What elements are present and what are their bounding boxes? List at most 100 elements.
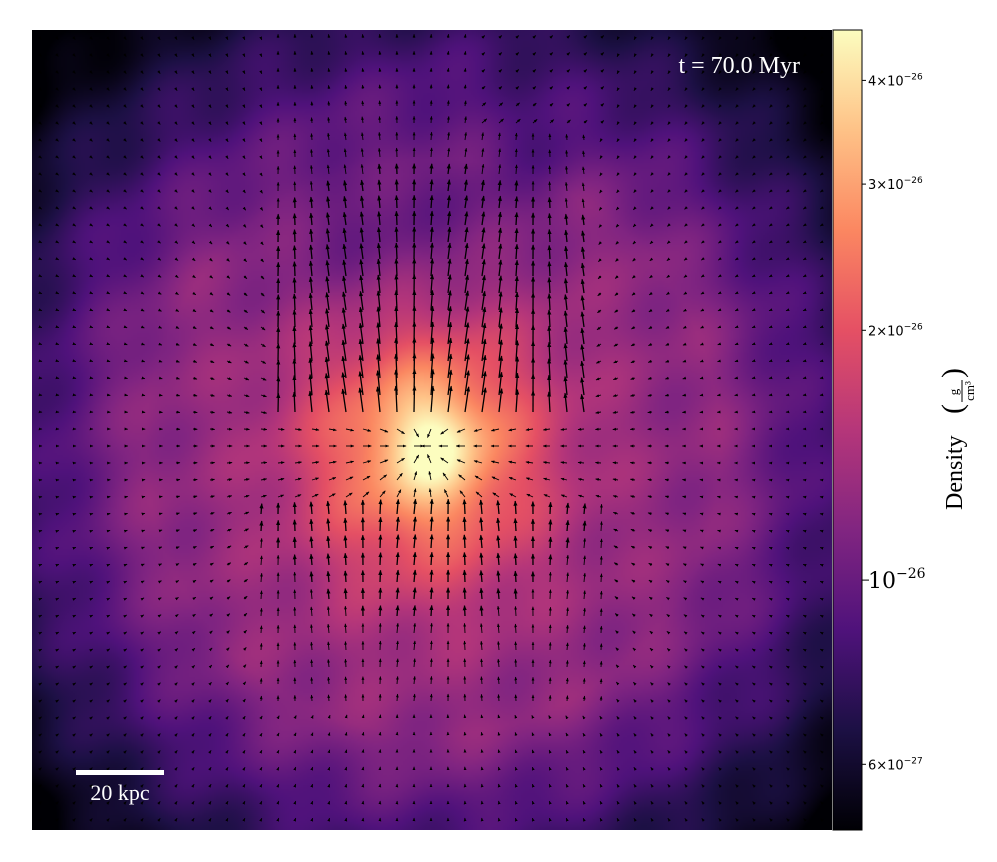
velocity-arrow [192,562,197,567]
velocity-arrow [343,148,347,158]
velocity-arrow [379,459,389,464]
velocity-arrow [226,377,232,381]
velocity-arrow [72,631,77,635]
velocity-arrow [140,767,144,771]
velocity-arrow [548,519,553,532]
velocity-arrow [259,36,263,41]
velocity-arrow [481,85,486,90]
velocity-arrow [481,69,486,73]
velocity-arrow [345,476,354,481]
velocity-arrow [140,172,144,176]
velocity-arrow [701,699,705,703]
velocity-arrow [682,529,687,533]
velocity-arrow [752,53,756,57]
velocity-arrow [769,801,773,805]
velocity-arrow [802,257,807,261]
velocity-arrow [123,206,127,210]
velocity-arrow [157,580,162,584]
velocity-arrow [802,631,807,635]
velocity-arrow [175,529,180,533]
velocity-arrow [786,121,790,125]
velocity-arrow [481,274,486,294]
velocity-arrow [616,732,620,737]
velocity-arrow [242,189,246,194]
velocity-arrow [580,295,585,311]
velocity-arrow [209,545,215,549]
velocity-arrow [648,596,653,601]
velocity-arrow [700,563,705,567]
velocity-arrow [292,519,297,532]
velocity-arrow [786,87,790,91]
velocity-arrow [412,385,417,413]
velocity-arrow [683,257,688,261]
velocity-arrow [785,206,790,210]
velocity-arrow [580,377,585,396]
velocity-arrow [580,360,585,379]
velocity-arrow [480,658,484,668]
velocity-arrow [630,393,636,397]
velocity-arrow [595,394,602,397]
velocity-arrow [769,36,773,40]
velocity-arrow [479,552,484,566]
velocity-arrow [632,223,637,228]
velocity-arrow [106,308,111,312]
velocity-arrow [735,36,739,40]
velocity-arrow [786,155,790,159]
velocity-arrow [549,86,554,90]
velocity-arrow [498,227,503,243]
velocity-arrow [667,206,671,210]
velocity-arrow [464,338,470,362]
velocity-arrow [72,189,76,193]
velocity-arrow [718,818,722,822]
velocity-arrow [191,138,195,142]
velocity-arrow [667,665,671,669]
velocity-arrow [548,589,552,600]
velocity-arrow [802,648,807,652]
velocity-arrow [72,257,77,261]
velocity-arrow [600,69,605,73]
velocity-arrow [498,69,503,73]
velocity-arrow [326,518,331,532]
velocity-arrow [820,767,824,771]
velocity-arrow [157,648,161,652]
velocity-arrow [260,343,266,348]
velocity-arrow [633,172,637,176]
velocity-arrow [293,766,297,771]
velocity-arrow [650,800,654,805]
velocity-arrow [718,648,722,652]
velocity-arrow [456,459,466,464]
velocity-arrow [563,326,568,345]
velocity-arrow [684,223,688,227]
velocity-arrow [208,750,212,754]
velocity-arrow [292,374,297,396]
velocity-arrow [819,325,824,329]
velocity-arrow [481,243,486,260]
velocity-arrow [123,801,127,805]
velocity-arrow [327,817,331,822]
velocity-arrow [123,308,128,312]
velocity-arrow [174,87,178,91]
velocity-arrow [429,569,434,583]
velocity-arrow [89,70,93,74]
velocity-arrow [327,33,331,39]
velocity-arrow [464,274,470,294]
velocity-arrow [752,750,756,754]
velocity-arrow [209,410,215,414]
velocity-arrow [209,630,213,635]
velocity-arrow [514,749,518,754]
velocity-arrow [650,189,654,193]
velocity-arrow [649,647,654,652]
velocity-arrow [597,309,602,314]
velocity-arrow [514,623,518,634]
velocity-arrow [72,121,76,125]
velocity-arrow [498,243,503,260]
velocity-arrow [769,733,773,737]
velocity-arrow [735,172,739,176]
velocity-arrow [667,682,671,686]
velocity-arrow [140,563,145,567]
velocity-arrow [72,206,77,210]
velocity-arrow [209,309,214,313]
velocity-arrow [514,606,518,617]
velocity-arrow [581,214,586,226]
velocity-arrow [548,606,552,617]
